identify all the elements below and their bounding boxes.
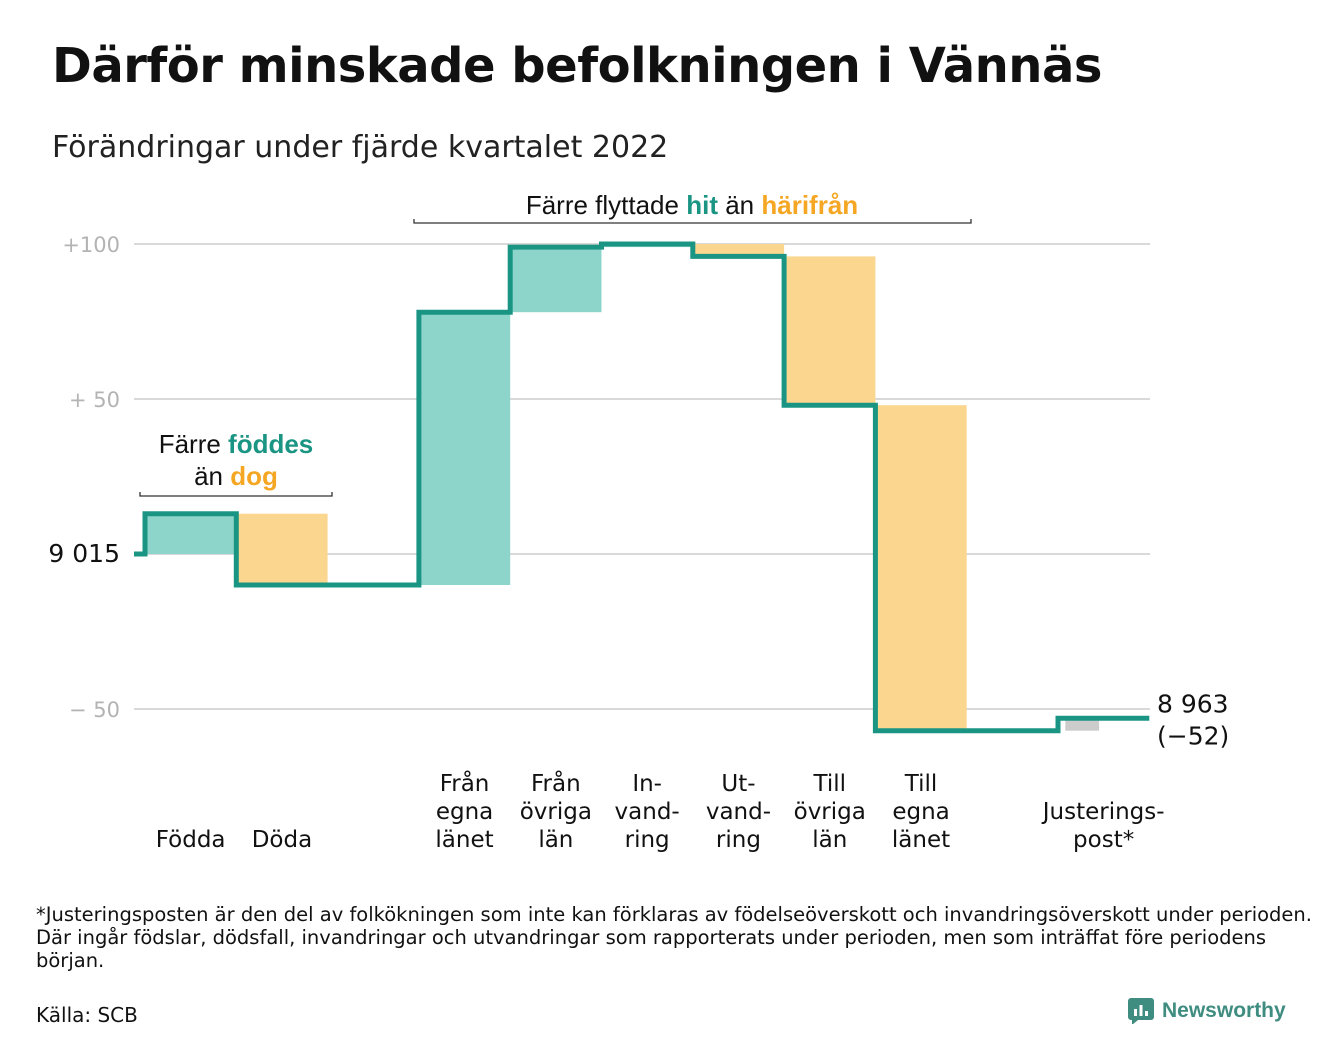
waterfall-bar: [1065, 718, 1100, 731]
category-label: ring: [716, 827, 761, 853]
waterfall-bar: [510, 247, 602, 313]
annotation-span: än: [194, 461, 230, 491]
annotation-span: hit: [686, 190, 718, 220]
start-value-label: 9 015: [48, 539, 120, 568]
waterfall-bar: [875, 405, 967, 731]
annotation-bracket: [139, 492, 333, 497]
end-change-label: (−52): [1157, 721, 1229, 750]
running-total-line: [134, 241, 1150, 734]
waterfall-bar: [236, 513, 328, 585]
y-tick-label: + 50: [69, 388, 120, 412]
category-label: Döda: [252, 827, 312, 853]
y-tick-label: − 50: [69, 698, 120, 722]
waterfall-bar: [418, 312, 511, 585]
category-label: Från: [440, 769, 490, 797]
category-label: länet: [892, 827, 950, 853]
waterfall-bar: [784, 256, 876, 406]
waterfall-bar: [692, 244, 785, 257]
category-label: Till: [812, 771, 846, 797]
annotation-births-deaths: än dog: [194, 461, 278, 491]
category-label: egna: [436, 799, 493, 825]
annotation-bracket: [413, 219, 972, 224]
annotation-span: föddes: [228, 429, 313, 459]
category-label: vand-: [615, 799, 680, 825]
footnote: *Justeringsposten är den del av folkökni…: [36, 903, 1312, 972]
chart-title: Därför minskade befolkningen i Vännäs: [52, 38, 1102, 94]
category-label: övriga: [794, 799, 866, 825]
category-label: Ut-: [721, 771, 755, 797]
annotation-span: Färre: [159, 429, 228, 459]
category-label: Födda: [156, 827, 226, 853]
category-label: Från: [531, 769, 581, 797]
annotation-span: Färre flyttade: [526, 190, 686, 220]
waterfall-bar: [145, 513, 237, 554]
chart-subtitle: Förändringar under fjärde kvartalet 2022: [52, 130, 669, 165]
y-tick-label: +100: [62, 233, 120, 257]
category-label: egna: [892, 799, 949, 825]
category-label: vand-: [706, 799, 771, 825]
category-label: Till: [904, 771, 938, 797]
brand-name: Newsworthy: [1162, 999, 1286, 1022]
category-label: Justerings-: [1041, 799, 1165, 825]
brand-logo: Newsworthy: [1128, 998, 1286, 1024]
category-label: länet: [435, 827, 493, 853]
source-label: Källa: SCB: [36, 1003, 138, 1027]
category-label: län: [538, 827, 573, 853]
category-label: övriga: [520, 799, 592, 825]
annotation-migration: Färre flyttade hit än härifrån: [526, 190, 858, 220]
annotation-span: härifrån: [761, 190, 858, 220]
category-label: län: [812, 827, 847, 853]
category-label: post*: [1073, 827, 1134, 853]
annotation-births-deaths: Färre föddes: [159, 429, 314, 459]
newsworthy-logo-icon: [1128, 998, 1154, 1024]
category-label: In-: [632, 771, 662, 797]
annotation-span: dog: [230, 461, 278, 491]
annotation-span: än: [718, 190, 761, 220]
end-value-label: 8 963: [1157, 689, 1229, 718]
category-label: ring: [625, 827, 670, 853]
